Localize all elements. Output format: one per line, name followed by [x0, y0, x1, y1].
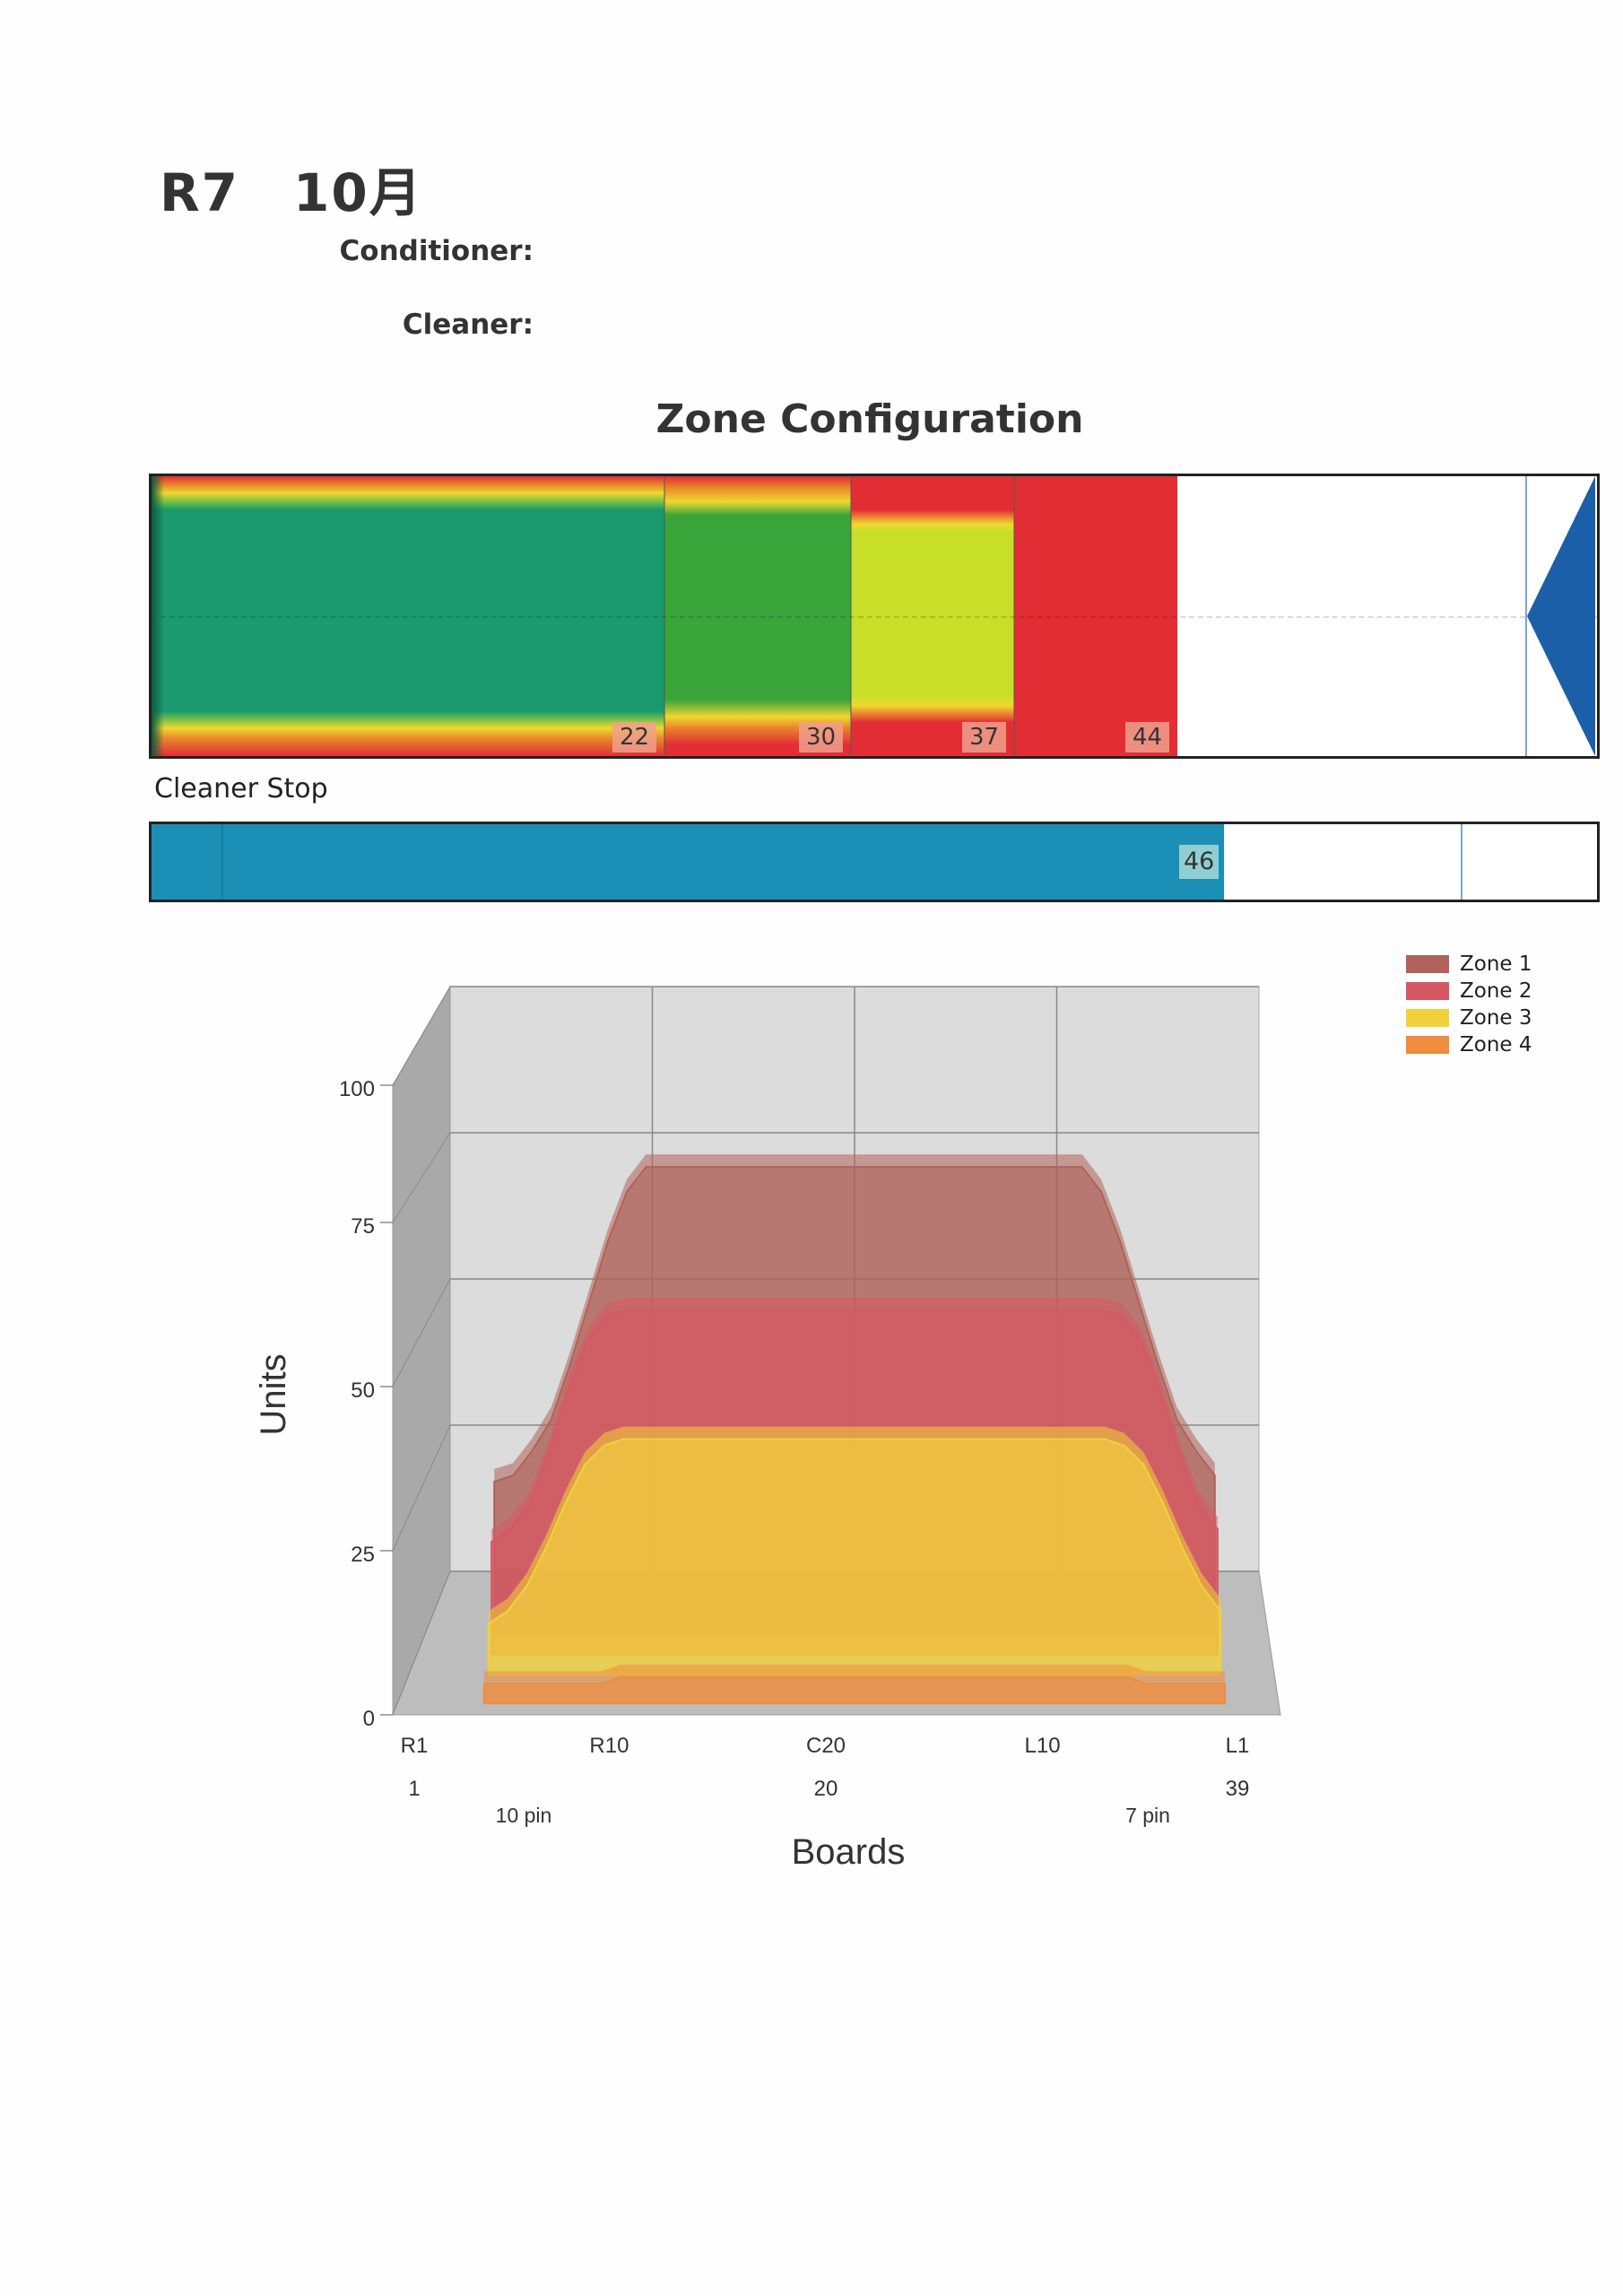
x-tick-label: L1: [1226, 1734, 1250, 1758]
x-tick-label: R1: [401, 1734, 429, 1758]
series-top-edge-4: [483, 1665, 1226, 1684]
foul-line: [1525, 476, 1527, 756]
legend-swatch: [1406, 982, 1449, 1000]
y-tick-label: 50: [351, 1378, 375, 1403]
conditioner-label: Conditioner:: [339, 235, 534, 267]
x-tick-label: L10: [1025, 1734, 1061, 1758]
chart-gridline: [392, 1424, 451, 1552]
y-axis-label: Units: [254, 1353, 293, 1435]
cleaner-stop-bar: 46: [149, 822, 1600, 902]
zone-end-mark-4: 44: [1125, 722, 1170, 752]
chart-gridline: [392, 1570, 451, 1716]
legend-swatch: [1406, 1036, 1449, 1054]
zone-end-mark-1: 22: [612, 722, 657, 752]
x-axis-label: Boards: [792, 1832, 906, 1872]
chart-gridline: [392, 1132, 451, 1223]
chart-gridline: [392, 986, 451, 1086]
y-tick-label: 0: [363, 1707, 375, 1731]
series-area-3: [487, 1438, 1222, 1676]
zone-block-3: [851, 476, 1014, 756]
x-tick-label: C20: [806, 1734, 846, 1758]
cleaner-stop-foul-line: [1461, 824, 1462, 900]
cleaner-stop-value: 46: [1179, 845, 1219, 879]
chart-gridline: [392, 1278, 451, 1387]
zone-block-2: [664, 476, 851, 756]
zone-block-1: [152, 476, 664, 756]
pin-label: 7 pin: [1125, 1804, 1170, 1827]
legend-label: Zone 4: [1460, 1033, 1532, 1057]
legend-swatch: [1406, 955, 1449, 973]
zone-separator: [664, 476, 665, 756]
zone-configuration-bar: 22 30 37 44: [149, 474, 1600, 759]
zone-end-mark-2: 30: [799, 722, 844, 752]
lane-center-line: [152, 616, 1597, 618]
legend-label: Zone 3: [1460, 1006, 1532, 1030]
cleaner-label: Cleaner:: [402, 309, 534, 341]
y-tick-label: 100: [339, 1077, 375, 1101]
x-tick-label: R10: [589, 1734, 629, 1758]
y-tick-label: 75: [351, 1214, 375, 1239]
x-board-number: 1: [408, 1777, 420, 1801]
zone-block-4: [1014, 476, 1177, 756]
zone-separator: [850, 476, 852, 756]
cleaner-stop-label: Cleaner Stop: [154, 773, 328, 804]
legend-label: Zone 2: [1460, 979, 1532, 1003]
legend-item-zone-1: Zone 1: [1406, 951, 1532, 978]
cleaner-stop-fill: [152, 824, 1224, 900]
x-board-number: 39: [1226, 1777, 1250, 1801]
legend-label: Zone 1: [1460, 952, 1532, 976]
legend-swatch: [1406, 1009, 1449, 1027]
zone-separator: [1013, 476, 1015, 756]
cleaner-stop-tick: [221, 824, 223, 900]
legend-item-zone-4: Zone 4: [1406, 1031, 1532, 1058]
x-board-number: 20: [814, 1777, 838, 1801]
lane-left-edge: [152, 476, 164, 756]
pin-deck-triangle-icon: [1527, 476, 1595, 756]
chart-legend: Zone 1 Zone 2 Zone 3 Zone 4: [1406, 951, 1532, 1058]
legend-item-zone-2: Zone 2: [1406, 978, 1532, 1004]
pin-label: 10 pin: [496, 1804, 552, 1827]
legend-item-zone-3: Zone 3: [1406, 1004, 1532, 1031]
chart-tick-labels: 100 75 50 25 0 R1 R10 C20 L10 L1 1 20 39 10 pin 7 pin: [339, 1077, 1249, 1827]
y-tick-label: 25: [351, 1543, 375, 1567]
chart-series-areas: [482, 1154, 1227, 1705]
zone-configuration-title: Zone Configuration: [655, 396, 1084, 442]
page-title: R7 10月: [160, 162, 423, 223]
zone-end-mark-3: 37: [962, 722, 1007, 752]
